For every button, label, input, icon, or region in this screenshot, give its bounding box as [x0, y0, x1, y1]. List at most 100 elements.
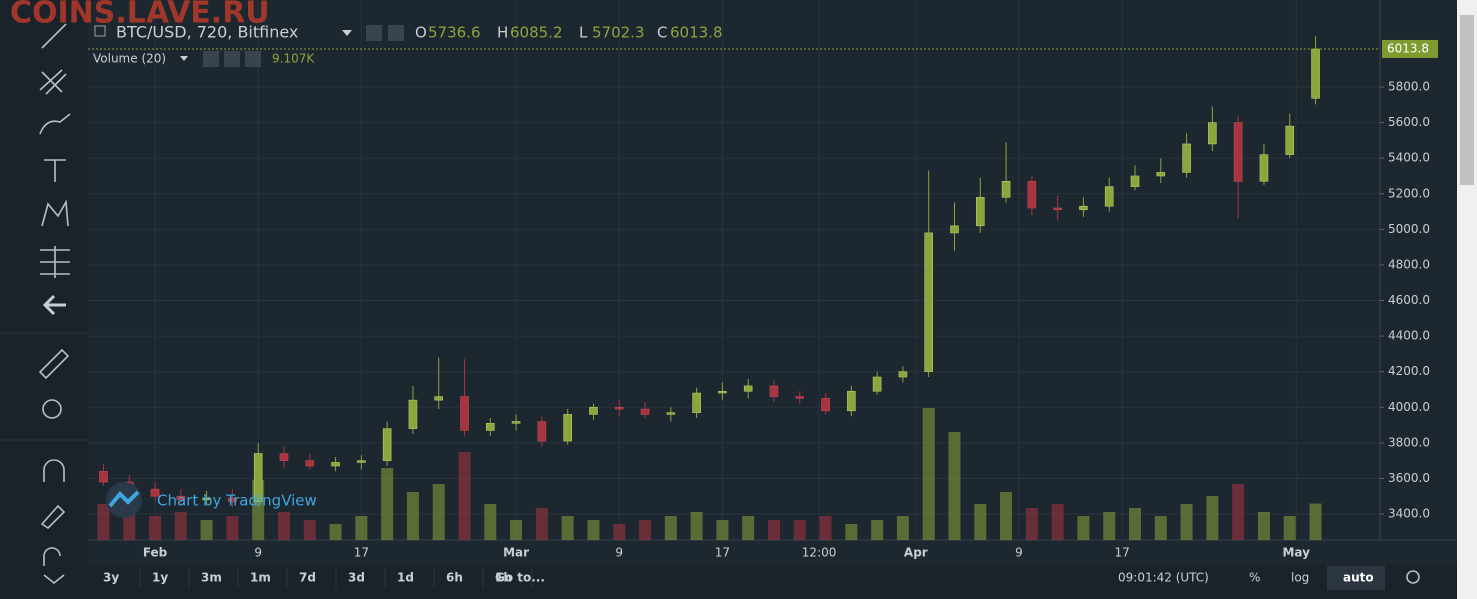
candle-body	[1130, 175, 1140, 187]
x-tick-label: Apr	[904, 546, 928, 560]
range-button[interactable]: 1h	[495, 571, 512, 585]
settings-gear[interactable]	[1406, 570, 1420, 584]
volume-bar	[406, 492, 419, 540]
volume-bar	[690, 512, 703, 540]
volume-bar	[1103, 512, 1116, 540]
lock-draw-icon[interactable]	[40, 504, 66, 530]
volume-bar	[1051, 504, 1064, 540]
pattern-icon[interactable]	[41, 199, 69, 227]
credit[interactable]: Chart by TradingView	[157, 492, 317, 510]
candle-body	[357, 460, 366, 463]
settings-icon[interactable]	[366, 25, 382, 41]
candle-body	[743, 385, 753, 392]
candle-body	[537, 421, 547, 442]
auto-toggle[interactable]: auto	[1343, 571, 1374, 585]
candle-body	[279, 453, 289, 461]
back-icon[interactable]	[42, 294, 66, 316]
symbol-title[interactable]: BTC/USD, 720, Bitfinex	[116, 23, 298, 42]
candle-body	[1156, 172, 1166, 177]
volume-bar	[561, 516, 574, 540]
watermark: COINS.LAVE.RU	[10, 0, 270, 31]
ruler-icon[interactable]	[38, 348, 70, 380]
auto-button-bg[interactable]	[1327, 566, 1385, 590]
candle-body	[434, 396, 444, 401]
candle-body	[1104, 186, 1114, 207]
candle-body	[1208, 122, 1217, 145]
volume-bar	[1154, 516, 1167, 540]
x-tick-label: Feb	[143, 546, 168, 560]
candle-body	[1182, 143, 1191, 173]
dropdown-icon[interactable]	[342, 30, 352, 36]
candle-body	[382, 428, 392, 461]
candle-body	[872, 376, 882, 392]
collapse-icon[interactable]	[94, 25, 106, 37]
trend-line-icon[interactable]	[41, 23, 67, 49]
more-icon[interactable]	[43, 574, 65, 585]
range-button[interactable]: 6h	[446, 571, 463, 585]
log-toggle[interactable]: log	[1291, 571, 1309, 585]
percent-toggle[interactable]: %	[1249, 571, 1260, 585]
y-tick-label: 5000.0	[1388, 222, 1430, 236]
candle-body	[898, 371, 908, 378]
candle-body	[924, 232, 934, 372]
range-button[interactable]: 3m	[201, 571, 222, 585]
fib-icon[interactable]	[39, 69, 67, 95]
candle-body	[589, 406, 598, 415]
volume-bar	[742, 516, 755, 540]
ohlc-value: 6085.2	[510, 24, 563, 42]
volume-bar	[1232, 484, 1245, 540]
last-price-tag	[1382, 39, 1438, 58]
unlock-icon[interactable]	[43, 547, 61, 566]
zoom-icon[interactable]	[42, 399, 62, 419]
y-tick-label: 5600.0	[1388, 115, 1430, 129]
brush-icon[interactable]	[39, 113, 71, 135]
candle-body	[228, 497, 237, 502]
y-tick-label: 4200.0	[1388, 364, 1430, 378]
range-button[interactable]: 3y	[103, 571, 119, 585]
range-button[interactable]: 1m	[250, 571, 271, 585]
dropdown-icon[interactable]	[180, 56, 188, 61]
range-button[interactable]: 1y	[152, 571, 168, 585]
price-axis	[1380, 0, 1456, 540]
clock: 09:01:42 (UTC)	[1118, 571, 1209, 585]
toolbar-icons	[0, 23, 87, 585]
ohlc-letter: O	[415, 24, 427, 42]
ohlc-legend: O 5736.6 H 6085.2 L 5702.3 C 6013.8	[415, 24, 723, 42]
close-icon[interactable]	[245, 51, 261, 67]
settings-icon[interactable]	[203, 51, 219, 67]
y-tick-label: 4000.0	[1388, 400, 1430, 414]
ohlc-letter: H	[497, 24, 508, 42]
x-tick-label: 12:00	[802, 546, 837, 560]
range-button[interactable]: 7d	[299, 571, 316, 585]
settings-icon[interactable]	[388, 25, 404, 41]
volume-bar	[174, 512, 187, 540]
candle-body	[614, 406, 624, 410]
range-button[interactable]: Go to...	[495, 571, 545, 585]
candle-body	[1285, 125, 1295, 155]
settings-icon[interactable]	[224, 51, 240, 67]
volume-bar	[200, 520, 213, 540]
volume-bar	[1206, 496, 1219, 540]
ohlc-value: 5702.3	[592, 24, 645, 42]
bottom-toolbar	[88, 565, 1457, 599]
volume-bar	[1077, 516, 1090, 540]
magnet-icon[interactable]	[43, 459, 65, 482]
text-icon[interactable]	[44, 159, 66, 182]
candle-body	[253, 453, 263, 502]
range-button[interactable]: 1d	[397, 571, 414, 585]
volume-bar	[303, 520, 316, 540]
scrollbar-thumb[interactable]	[1460, 15, 1474, 185]
y-tick-label: 4400.0	[1388, 329, 1430, 343]
volume-title[interactable]: Volume (20)	[93, 52, 166, 66]
tv-logo-mark	[108, 490, 140, 508]
ohlc-letter: L	[579, 24, 588, 42]
candle-body	[847, 390, 856, 412]
candle-body	[975, 197, 985, 227]
ohlc-value: 6013.8	[670, 24, 723, 42]
prediction-icon[interactable]	[40, 246, 70, 278]
volume-bar	[97, 504, 110, 540]
range-button[interactable]: 3d	[348, 571, 365, 585]
plot: 3400.0 3600.0 3800.0 4000.0 4200.0 4400.0 4600…	[88, 0, 1438, 560]
volume-bar	[484, 504, 497, 540]
